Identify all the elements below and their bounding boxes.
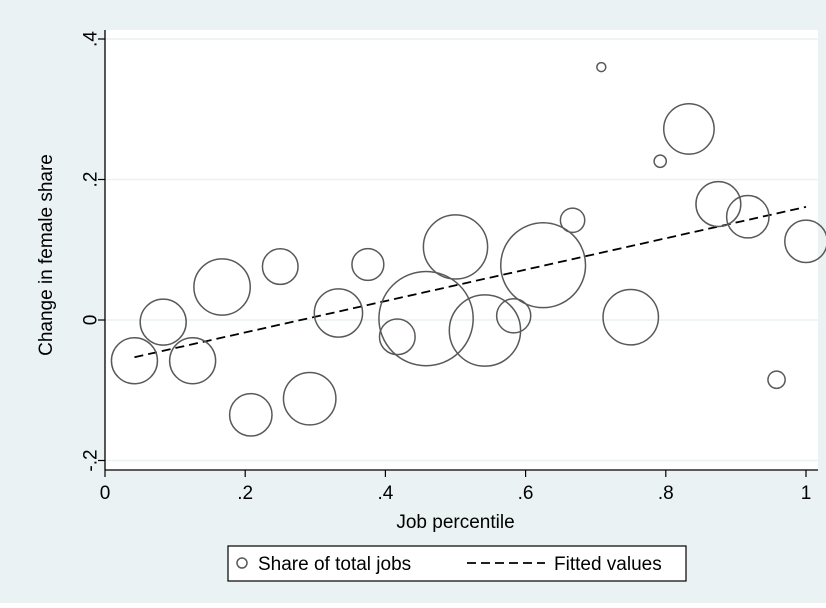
data-point <box>193 258 251 316</box>
data-point <box>662 102 715 155</box>
data-point <box>653 154 668 169</box>
data-point <box>495 297 532 334</box>
data-point <box>602 288 660 346</box>
data-point <box>110 336 159 385</box>
x-tick-label: .2 <box>237 483 253 504</box>
data-point <box>378 318 416 356</box>
legend-box <box>227 545 687 582</box>
axes: 0 .2 .4 .6 .8 1 -.2 0 .2 .4 <box>81 30 818 504</box>
data-point <box>596 61 607 73</box>
x-axis-title: Job percentile <box>396 512 514 533</box>
data-point <box>282 371 337 426</box>
data-point <box>725 194 770 239</box>
data-point <box>448 294 522 367</box>
data-point <box>559 207 586 234</box>
x-tick-label: .6 <box>518 483 534 504</box>
y-tick-label: .4 <box>81 31 102 47</box>
scatter-points <box>110 61 826 437</box>
x-tick-label: .4 <box>377 483 393 504</box>
data-point <box>261 248 299 286</box>
fitted-line <box>134 206 807 359</box>
data-point <box>499 222 587 309</box>
y-axis-title: Change in female share <box>36 154 57 356</box>
data-point <box>422 214 489 280</box>
data-point <box>378 270 474 367</box>
legend-label-share: Share of total jobs <box>258 554 411 575</box>
x-tick-label: 0 <box>100 483 111 504</box>
data-point <box>313 288 364 338</box>
data-point <box>168 336 217 385</box>
data-point <box>695 180 742 228</box>
plot-area <box>105 30 818 470</box>
y-tick-label: -.2 <box>81 449 102 471</box>
data-point <box>228 392 273 437</box>
gridlines <box>105 38 818 462</box>
x-tick-label: .8 <box>658 483 674 504</box>
y-tick-label: 0 <box>81 315 102 326</box>
data-point <box>351 247 385 282</box>
y-tick-label: .2 <box>81 172 102 188</box>
x-tick-label: 1 <box>801 483 812 504</box>
data-point <box>784 219 826 264</box>
legend: Share of total jobs Fitted values <box>227 545 687 582</box>
data-point <box>767 370 786 390</box>
fit-line-layer <box>134 206 807 359</box>
legend-marker-circle <box>236 557 248 569</box>
data-point <box>139 298 187 346</box>
legend-label-fitted: Fitted values <box>554 554 662 575</box>
